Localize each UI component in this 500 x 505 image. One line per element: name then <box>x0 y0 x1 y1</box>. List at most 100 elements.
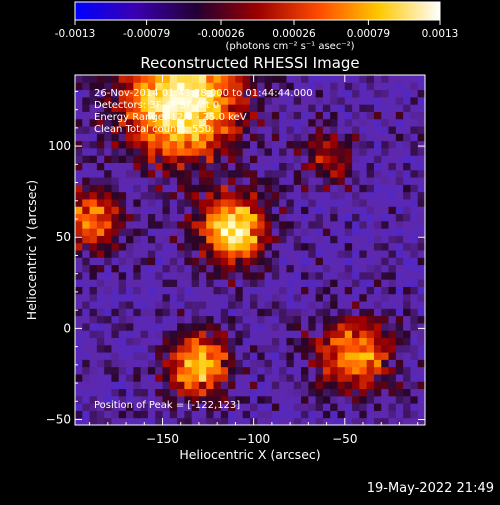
heatmap-cell <box>104 279 112 287</box>
heatmap-cell <box>301 228 309 236</box>
heatmap-cell <box>111 330 120 338</box>
heatmap-cell <box>111 96 120 105</box>
heatmap-cell <box>301 75 309 83</box>
heatmap-cell <box>417 126 425 134</box>
heatmap-cell <box>147 111 156 120</box>
heatmap-cell <box>206 264 215 273</box>
heatmap-cell <box>184 410 193 419</box>
heatmap-cell <box>264 213 273 222</box>
heatmap-cell <box>388 235 397 244</box>
heatmap-cell <box>264 111 273 120</box>
heatmap-cell <box>96 293 105 302</box>
heatmap-cell <box>177 228 185 236</box>
heatmap-cell <box>126 250 134 258</box>
heatmap-cell <box>286 235 295 244</box>
heatmap-cell <box>373 322 382 331</box>
heatmap-cell <box>257 118 266 127</box>
heatmap-cell <box>337 381 346 390</box>
heatmap-cell <box>242 293 251 302</box>
heatmap-cell <box>366 162 375 171</box>
heatmap-cell <box>96 213 105 222</box>
heatmap-cell <box>89 169 98 178</box>
heatmap-cell <box>337 184 346 193</box>
heatmap-cell <box>330 264 338 273</box>
heatmap-cell <box>410 264 419 273</box>
heatmap-cell <box>352 388 360 397</box>
heatmap-cell <box>147 235 156 244</box>
heatmap-cell <box>140 301 149 309</box>
heatmap-cell <box>235 82 244 91</box>
heatmap-cell <box>155 133 163 142</box>
heatmap-cell <box>213 373 222 382</box>
heatmap-cell <box>75 228 83 236</box>
heatmap-cell <box>235 169 244 178</box>
heatmap-cell <box>75 257 83 266</box>
heatmap-cell <box>257 147 266 156</box>
heatmap-cell <box>308 279 317 287</box>
heatmap-cell <box>198 257 207 266</box>
heatmap-cell <box>126 381 134 390</box>
heatmap-cell <box>344 235 353 244</box>
heatmap-cell <box>133 395 142 404</box>
heatmap-cell <box>126 133 134 142</box>
heatmap-cell <box>395 220 404 229</box>
heatmap-cell <box>250 126 258 134</box>
heatmap-cell <box>403 308 411 317</box>
heatmap-cell <box>235 286 244 295</box>
heatmap-cell <box>250 315 258 324</box>
heatmap-cell <box>155 337 163 346</box>
heatmap-cell <box>220 206 229 215</box>
heatmap-cell <box>403 250 411 258</box>
heatmap-cell <box>395 140 404 149</box>
heatmap-cell <box>133 366 142 375</box>
heatmap-cell <box>337 162 346 171</box>
heatmap-cell <box>403 403 411 411</box>
heatmap-cell <box>82 104 91 112</box>
heatmap-cell <box>330 337 338 346</box>
heatmap-cell <box>250 228 258 236</box>
heatmap-cell <box>111 315 120 324</box>
heatmap-cell <box>301 104 309 112</box>
heatmap-cell <box>308 198 317 207</box>
heatmap-cell <box>184 264 193 273</box>
heatmap-cell <box>140 315 149 324</box>
heatmap-cell <box>264 293 273 302</box>
heatmap-cell <box>373 279 382 287</box>
heatmap-cell <box>264 75 273 83</box>
heatmap-cell <box>184 184 193 193</box>
heatmap-cell <box>373 315 382 324</box>
heatmap-cell <box>228 359 236 368</box>
heatmap-cell <box>228 366 236 375</box>
heatmap-cell <box>417 147 425 156</box>
heatmap-cell <box>155 352 163 360</box>
heatmap-cell <box>155 344 163 353</box>
heatmap-cell <box>286 228 295 236</box>
heatmap-cell <box>242 286 251 295</box>
heatmap-cell <box>359 147 368 156</box>
heatmap-cell <box>373 104 382 112</box>
heatmap-cell <box>279 75 287 83</box>
heatmap-cell <box>147 279 156 287</box>
heatmap-cell <box>213 250 222 258</box>
heatmap-cell <box>242 206 251 215</box>
heatmap-cell <box>366 206 375 215</box>
heatmap-cell <box>140 126 149 134</box>
heatmap-cell <box>388 89 397 98</box>
heatmap-cell <box>271 373 280 382</box>
heatmap-cell <box>140 206 149 215</box>
heatmap-cell <box>359 373 368 382</box>
heatmap-cell <box>344 410 353 419</box>
heatmap-cell <box>257 344 266 353</box>
heatmap-cell <box>242 322 251 331</box>
heatmap-cell <box>177 220 185 229</box>
heatmap-cell <box>322 177 331 185</box>
heatmap-cell <box>191 118 200 127</box>
heatmap-cell <box>118 155 127 163</box>
y-tick-label: 0 <box>63 321 71 335</box>
heatmap-cell <box>344 322 353 331</box>
heatmap-cell <box>410 155 419 163</box>
heatmap-cell <box>162 147 171 156</box>
heatmap-cell <box>82 82 91 91</box>
heatmap-cell <box>322 308 331 317</box>
heatmap-cell <box>213 308 222 317</box>
